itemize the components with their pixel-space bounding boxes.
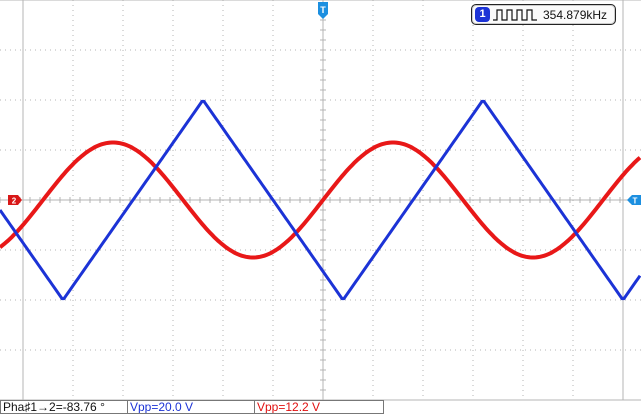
trigger-level-marker[interactable]: T xyxy=(627,195,641,206)
ch1-vpp-measurement[interactable]: Vpp=20.0 V xyxy=(127,400,255,414)
frequency-value: 354.879kHz xyxy=(543,8,608,22)
ch2-vpp-measurement[interactable]: Vpp=12.2 V xyxy=(254,400,384,414)
measurement-bar: Pha♯1→2=-83.76 ° Vpp=20.0 V Vpp=12.2 V xyxy=(0,400,641,415)
ch2-waveform xyxy=(0,140,641,260)
ch2-reference-marker[interactable]: 2 xyxy=(8,195,22,206)
frequency-channel-badge: 1 xyxy=(475,7,490,22)
graticule xyxy=(0,0,641,401)
trigger-level-marker-shape xyxy=(627,195,641,205)
trigger-position-marker[interactable]: T xyxy=(318,2,328,19)
trigger-position-marker-shape xyxy=(318,2,328,19)
trigger-position-label: T xyxy=(320,5,326,15)
phase-measurement[interactable]: Pha♯1→2=-83.76 ° xyxy=(0,400,128,414)
ch2-reference-label: 2 xyxy=(12,197,17,206)
square-wave-icon xyxy=(493,9,537,21)
trigger-level-label: T xyxy=(633,197,638,206)
ch1-waveform xyxy=(0,99,641,301)
frequency-counter: 1 354.879kHz xyxy=(471,4,616,25)
ch2-reference-marker-shape xyxy=(8,195,22,205)
